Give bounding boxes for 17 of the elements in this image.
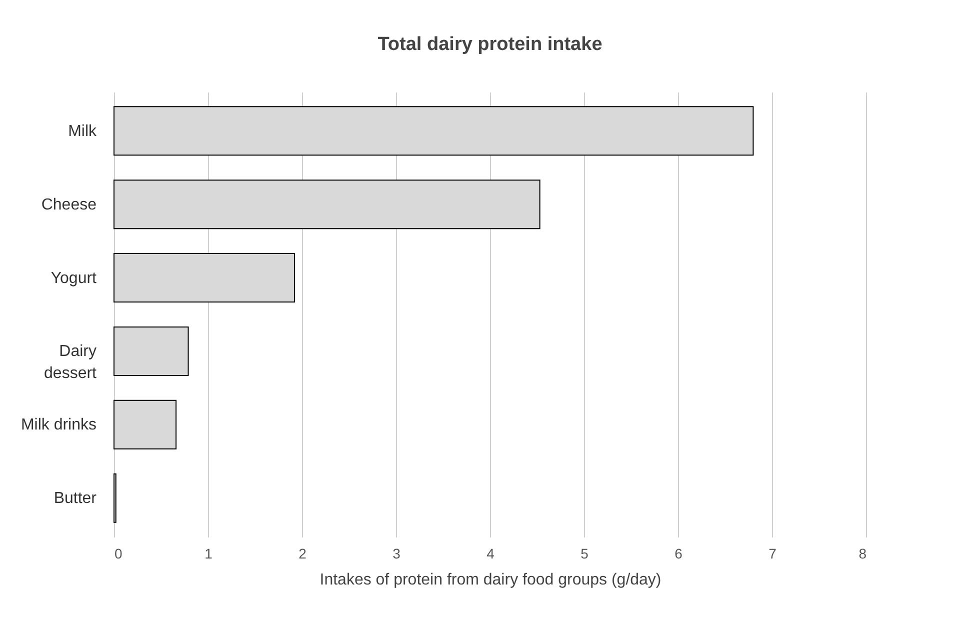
y-tick-label: Butter [54, 490, 98, 508]
chart-title: Total dairy protein intake [378, 34, 602, 55]
y-tick-label: Yogurt [50, 270, 98, 287]
y-tick-label: Milk [68, 122, 98, 140]
x-tick-label: 8 [858, 546, 867, 562]
y-tick-label: Dairy dessert [44, 343, 98, 382]
x-tick-label: 6 [674, 546, 683, 562]
x-tick-label: 5 [580, 546, 589, 562]
y-tick-label: Milk drinks [20, 416, 96, 434]
x-tick-label: 4 [486, 546, 495, 562]
x-tick-label: 7 [768, 546, 777, 562]
x-axis-title: Intakes of protein from dairy food groups (g/day) [320, 572, 662, 588]
x-tick-label: 3 [392, 546, 401, 562]
x-tick-label: 0 [114, 546, 122, 562]
x-tick-label: 2 [298, 546, 307, 562]
y-tick-label: Cheese [41, 196, 97, 214]
x-tick-label: 1 [204, 546, 213, 562]
